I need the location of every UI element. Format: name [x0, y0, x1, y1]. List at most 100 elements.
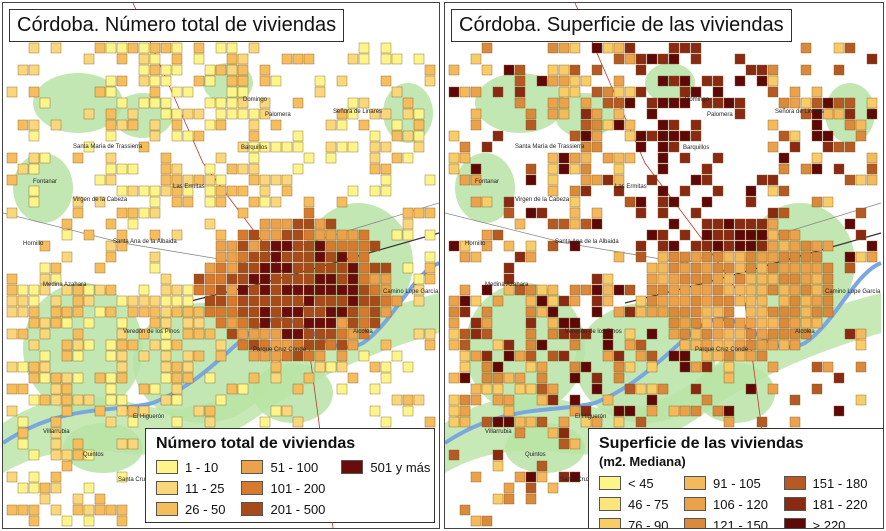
- housing-cell: [237, 273, 249, 285]
- housing-cell: [28, 504, 40, 516]
- housing-cell: [314, 218, 326, 230]
- housing-cell: [259, 416, 271, 428]
- housing-cell: [690, 42, 702, 54]
- housing-cell: [778, 251, 790, 263]
- housing-cell: [72, 295, 84, 307]
- housing-cell: [712, 306, 724, 318]
- housing-cell: [723, 229, 735, 241]
- housing-cell: [303, 53, 315, 65]
- housing-cell: [270, 295, 282, 307]
- housing-cell: [402, 394, 414, 406]
- housing-cell: [424, 207, 436, 219]
- housing-cell: [503, 262, 515, 274]
- housing-cell: [380, 75, 392, 87]
- housing-cell: [259, 350, 271, 362]
- housing-cell: [745, 328, 757, 340]
- housing-cell: [646, 350, 658, 362]
- housing-cell: [270, 317, 282, 329]
- housing-cell: [171, 130, 183, 142]
- housing-cell: [723, 295, 735, 307]
- housing-cell: [17, 284, 29, 296]
- housing-cell: [50, 416, 62, 428]
- housing-cell: [270, 119, 282, 131]
- housing-cell: [105, 174, 117, 186]
- housing-cell: [635, 196, 647, 208]
- housing-cell: [712, 405, 724, 417]
- housing-cell: [525, 295, 537, 307]
- housing-cell: [281, 273, 293, 285]
- housing-cell: [281, 262, 293, 274]
- housing-cell: [569, 394, 581, 406]
- housing-cell: [314, 339, 326, 351]
- housing-cell: [127, 339, 139, 351]
- housing-cell: [270, 339, 282, 351]
- housing-cell: [547, 328, 559, 340]
- housing-cell: [204, 405, 216, 417]
- housing-cell: [226, 42, 238, 54]
- housing-cell: [380, 306, 392, 318]
- housing-cell: [613, 86, 625, 98]
- housing-cell: [138, 295, 150, 307]
- place-label: Santa María de Trassierra: [515, 144, 585, 150]
- housing-cell: [591, 64, 603, 76]
- housing-cell: [789, 141, 801, 153]
- housing-cell: [314, 229, 326, 241]
- housing-cell: [215, 174, 227, 186]
- housing-cell: [50, 119, 62, 131]
- housing-cell: [668, 240, 680, 252]
- housing-cell: [116, 471, 128, 483]
- housing-cell: [138, 64, 150, 76]
- legend-swatch: [599, 476, 621, 490]
- housing-cell: [39, 273, 51, 285]
- housing-cell: [723, 284, 735, 296]
- housing-cell: [369, 284, 381, 296]
- housing-cell: [325, 152, 337, 164]
- housing-cell: [50, 449, 62, 461]
- housing-cell: [248, 163, 260, 175]
- housing-cell: [292, 339, 304, 351]
- housing-cell: [28, 185, 40, 197]
- housing-cell: [778, 240, 790, 252]
- housing-cell: [28, 64, 40, 76]
- housing-cell: [690, 262, 702, 274]
- housing-cell: [646, 328, 658, 340]
- housing-cell: [149, 97, 161, 109]
- housing-cell: [83, 53, 95, 65]
- housing-cell: [270, 240, 282, 252]
- legend-item: 501 y más: [341, 458, 430, 476]
- housing-cell: [325, 273, 337, 285]
- housing-cell: [83, 229, 95, 241]
- housing-cell: [380, 372, 392, 384]
- place-label: Medina Azahara: [43, 282, 87, 288]
- housing-cell: [536, 207, 548, 219]
- place-label: Camino Lope García: [825, 289, 881, 295]
- housing-cell: [358, 229, 370, 241]
- housing-cell: [193, 350, 205, 362]
- housing-cell: [347, 339, 359, 351]
- housing-cell: [138, 405, 150, 417]
- housing-cell: [116, 185, 128, 197]
- housing-cell: [811, 383, 823, 395]
- housing-cell: [635, 207, 647, 219]
- housing-cell: [413, 328, 425, 340]
- housing-cell: [292, 328, 304, 340]
- housing-cell: [336, 229, 348, 241]
- housing-cell: [281, 350, 293, 362]
- housing-cell: [204, 416, 216, 428]
- housing-cell: [723, 251, 735, 263]
- housing-cell: [226, 284, 238, 296]
- housing-cell: [712, 273, 724, 285]
- housing-cell: [72, 196, 84, 208]
- housing-cell: [391, 295, 403, 307]
- place-label: Santa Cruz: [118, 477, 148, 483]
- housing-cell: [745, 350, 757, 362]
- housing-cell: [778, 339, 790, 351]
- legend-swatch: [241, 460, 264, 474]
- housing-cell: [160, 163, 172, 175]
- housing-cell: [72, 284, 84, 296]
- housing-cell: [204, 328, 216, 340]
- housing-cell: [712, 75, 724, 87]
- housing-cell: [358, 42, 370, 54]
- housing-cell: [470, 383, 482, 395]
- housing-cell: [369, 405, 381, 417]
